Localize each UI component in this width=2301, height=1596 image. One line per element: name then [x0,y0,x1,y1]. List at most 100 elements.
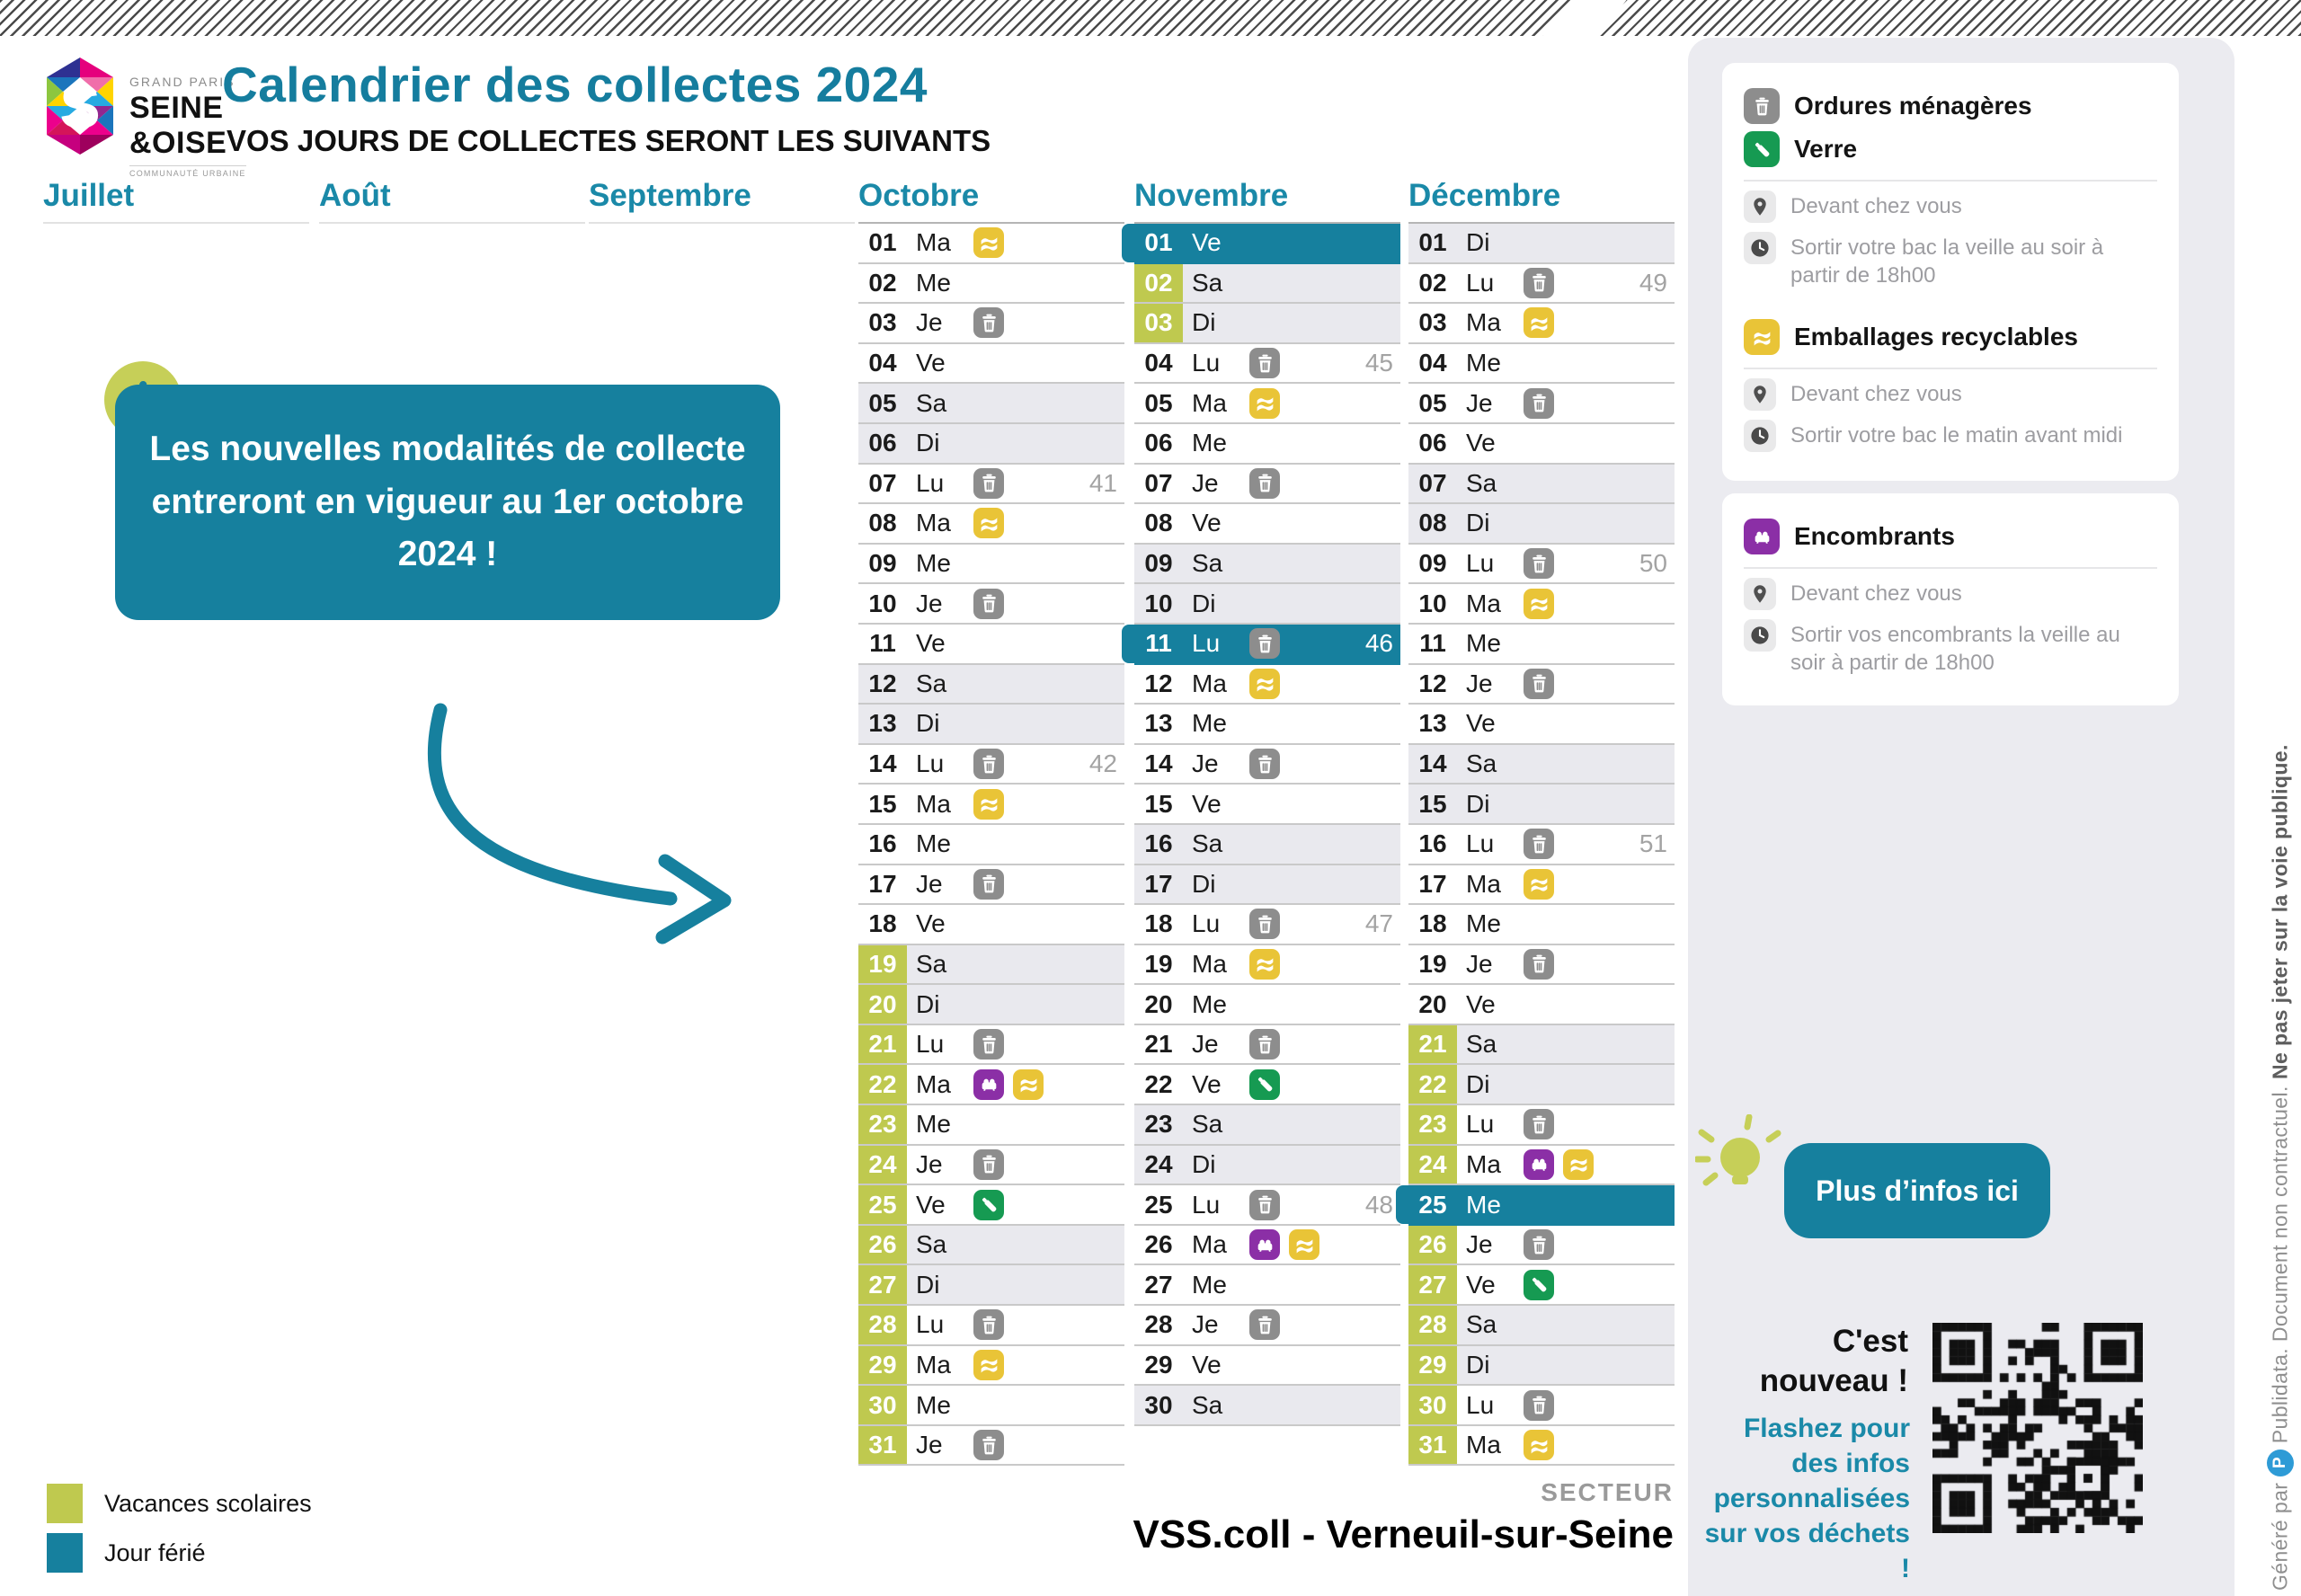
day-name: Lu [1466,1390,1495,1419]
week-number: 51 [1639,829,1667,858]
month-title: Octobre [858,178,980,213]
recycle-icon [1524,307,1554,339]
day-row: 20 Di [858,985,1124,1025]
day-number: 25 [1144,1190,1173,1219]
day-number: 13 [1144,709,1173,738]
day-row: 17 Ma [1408,864,1675,906]
month-title: Août [319,178,391,213]
day-number: 04 [868,349,897,377]
day-row: 12 Sa [858,664,1124,705]
trash-icon [1249,1189,1280,1220]
trash-icon [973,467,1004,499]
day-row: 05 Je [1408,384,1675,424]
day-name: Lu [1466,268,1495,297]
trash-icon [1249,348,1280,379]
day-row: 30 Sa [1134,1386,1400,1426]
day-name: Je [1192,1030,1219,1059]
day-name: Sa [1192,829,1223,858]
month-title: Décembre [1408,178,1561,213]
pickup-location: Devant chez vous [1744,191,2157,223]
month-rows [43,222,309,224]
plus-d-infos-button[interactable]: Plus d’infos ici [1784,1143,2050,1238]
recycle-icon [973,788,1004,820]
day-name: Sa [1192,268,1223,297]
sidebar-card: Encombrants Devant chez vous Sortir vos en… [1722,493,2179,706]
day-number: 29 [1144,1350,1173,1379]
week-number: 50 [1639,549,1667,578]
day-row: 18 Ve [858,905,1124,945]
day-number: 29 [858,1345,907,1385]
day-row: 24 Di [1134,1145,1400,1186]
day-name: Me [916,1390,951,1419]
recycle-icon [1289,1229,1319,1261]
day-name: Me [1192,1270,1227,1299]
recycle-icon [1563,1148,1594,1180]
day-name: Ma [916,789,951,818]
day-number: 09 [1418,549,1447,578]
day-number: 20 [858,985,907,1024]
waste-category-label: Encombrants [1794,522,1955,550]
day-row: 28 Je [1134,1306,1400,1346]
day-name: Je [916,869,943,898]
waste-category-label: Verre [1794,135,1858,163]
day-row: 05 Sa [858,384,1124,424]
vacances-swatch [47,1484,83,1523]
pickup-location-text: Devant chez vous [1790,581,1962,606]
day-number: 05 [1144,388,1173,417]
day-number: 24 [1144,1149,1173,1178]
day-row: 08 Ma [858,504,1124,545]
day-name: Lu [1466,829,1495,858]
trash-icon [1249,628,1280,660]
day-number: 17 [868,869,897,898]
day-number: 27 [858,1265,907,1305]
day-name: Ma [1192,388,1227,417]
recycle-icon [1013,1068,1044,1100]
day-number: 03 [1134,304,1183,342]
day-name: Me [1466,909,1501,938]
day-row: 04 Lu 45 [1134,343,1400,385]
day-row: 26 Ma [1134,1225,1400,1266]
day-name: Ma [1466,1149,1501,1178]
day-number: 23 [858,1105,907,1144]
pickup-timing: Sortir votre bac le matin avant midi [1744,420,2157,452]
day-name: Di [916,709,940,738]
curved-arrow-left [427,703,678,906]
day-name: Je [1192,1310,1219,1339]
trash-icon [1524,948,1554,980]
day-number: 02 [1134,263,1183,303]
day-row: 25 Me [1396,1185,1675,1226]
day-name: Ve [916,1190,946,1219]
day-row: 07 Lu 41 [858,464,1124,505]
month-rows: 01 Di 02 Lu 49 03 Ma 04 Me 05 Je 06 Ve 07 Sa 08 Di 09 Lu 50… [1396,222,1675,1467]
day-row: 30 Lu [1408,1386,1675,1426]
day-row: 21 Lu [858,1024,1124,1066]
day-number: 17 [1418,869,1447,898]
day-row: 26 Sa [858,1225,1124,1266]
day-name: Ma [1466,869,1501,898]
pickup-timing: Sortir vos encombrants la veille au soir… [1744,619,2157,677]
day-row: 07 Je [1134,464,1400,505]
day-row: 24 Je [858,1145,1124,1186]
month-column-octobre: Octobre 01 Ma 02 Me 03 Je 04 Ve 05 Sa 06 Di 07 Lu 41 08 M… [858,178,1124,1467]
day-number: 01 [1144,228,1173,257]
day-number: 30 [1144,1390,1173,1419]
trash-icon [1524,1389,1554,1421]
day-row: 02 Sa [1134,263,1400,305]
day-row: 08 Di [1408,504,1675,545]
logo-communaute: COMMUNAUTÉ URBAINE [129,165,246,178]
day-row: 06 Di [858,423,1124,465]
recycle-icon [973,508,1004,539]
recycle-icon [1524,868,1554,900]
day-number: 16 [1144,829,1173,858]
bulky-icon [1249,1229,1280,1261]
trash-icon [973,1309,1004,1341]
day-name: Ma [1466,1431,1501,1459]
day-name: Je [1466,388,1493,417]
month-column-novembre: Novembre 01 Ve 02 Sa 03 Di 04 Lu 45 05 Ma 06 Me 07 Je 08… [1122,178,1400,1426]
info-callout: Les nouvelles modalités de collecte entr… [115,385,780,620]
day-row: 14 Lu 42 [858,744,1124,785]
day-number: 19 [1418,949,1447,978]
day-row: 03 Di [1134,304,1400,344]
trash-icon [973,307,1004,339]
day-number: 11 [1419,629,1446,658]
